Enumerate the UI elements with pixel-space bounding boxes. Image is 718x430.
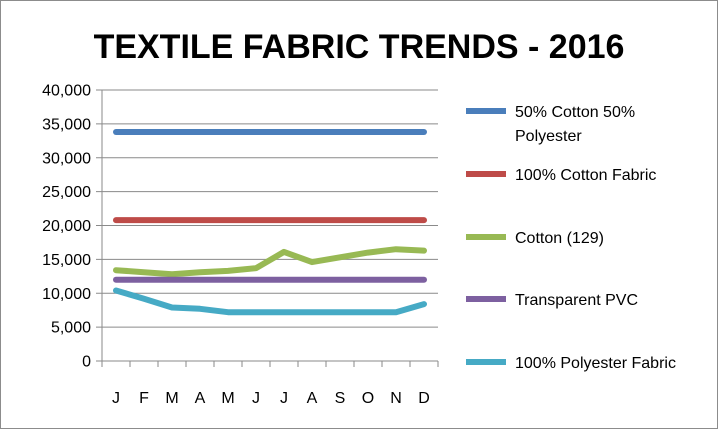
series-line bbox=[113, 246, 427, 278]
x-tick-label: J bbox=[252, 390, 260, 407]
x-tick-label: M bbox=[165, 390, 178, 407]
chart-title: TEXTILE FABRIC TRENDS - 2016 bbox=[94, 28, 625, 66]
x-tick-label: O bbox=[362, 390, 374, 407]
y-tick-label: 40,000 bbox=[42, 83, 91, 100]
y-tick-label: 15,000 bbox=[42, 252, 91, 269]
y-tick-label: 30,000 bbox=[42, 150, 91, 167]
legend-item: 100% Polyester Fabric bbox=[466, 355, 676, 372]
legend-label: Cotton (129) bbox=[515, 230, 604, 247]
gridlines bbox=[102, 89, 438, 328]
y-axis-ticks: 0 5,000 10,000 15,000 20,000 25,000 30,000 35,0… bbox=[42, 83, 102, 371]
x-tick-label: F bbox=[139, 390, 149, 407]
legend-label: 50% Cotton 50% bbox=[515, 104, 635, 121]
legend-item: 100% Cotton Fabric bbox=[466, 167, 656, 184]
legend-item: Transparent PVC bbox=[466, 292, 638, 309]
legend-label: 100% Cotton Fabric bbox=[515, 167, 656, 184]
x-tick-label: M bbox=[221, 390, 234, 407]
legend-item: 50% Cotton 50% Polyester bbox=[466, 104, 635, 145]
y-tick-label: 5,000 bbox=[51, 320, 91, 337]
y-tick-label: 25,000 bbox=[42, 184, 91, 201]
x-tick-label: J bbox=[280, 390, 288, 407]
series-lines bbox=[113, 129, 427, 316]
legend-label: Polyester bbox=[515, 128, 582, 145]
legend-label: 100% Polyester Fabric bbox=[515, 355, 676, 372]
x-tick-label: J bbox=[112, 390, 120, 407]
x-tick-label: A bbox=[195, 390, 206, 407]
legend-label: Transparent PVC bbox=[515, 292, 638, 309]
x-tick-label: N bbox=[390, 390, 402, 407]
legend: 50% Cotton 50% Polyester 100% Cotton Fabri… bbox=[466, 104, 676, 372]
y-tick-label: 0 bbox=[82, 354, 91, 371]
x-tick-label: D bbox=[418, 390, 430, 407]
y-tick-label: 20,000 bbox=[42, 218, 91, 235]
x-tick-label: S bbox=[335, 390, 346, 407]
legend-item: Cotton (129) bbox=[466, 230, 604, 247]
y-tick-label: 35,000 bbox=[42, 116, 91, 133]
series-line bbox=[113, 287, 427, 316]
x-tick-label: A bbox=[307, 390, 318, 407]
y-tick-label: 10,000 bbox=[42, 286, 91, 303]
